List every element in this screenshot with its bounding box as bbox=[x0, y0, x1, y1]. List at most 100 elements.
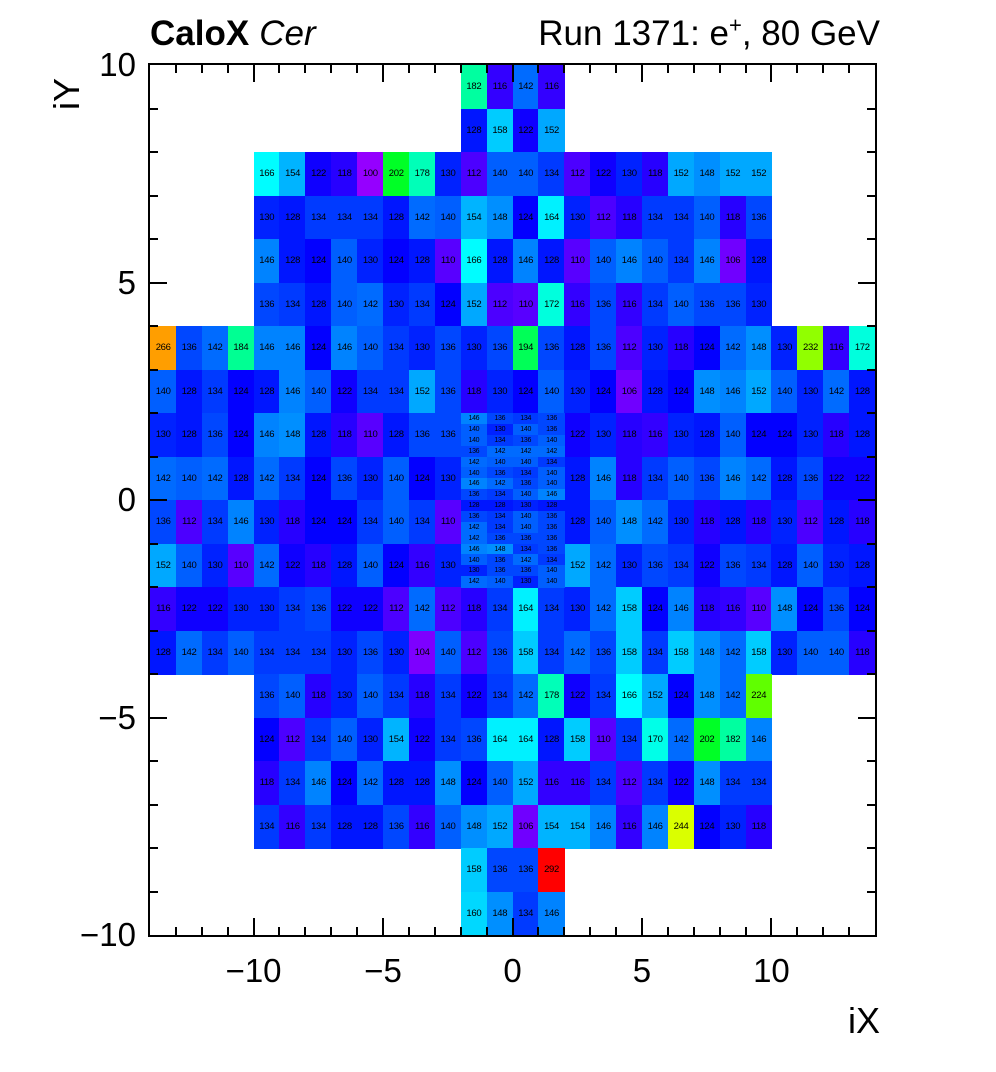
heatmap-cell: 128 bbox=[538, 239, 565, 283]
heatmap-cell: 136 bbox=[460, 489, 488, 501]
heatmap-cell: 116 bbox=[641, 413, 669, 457]
heatmap-cell: 152 bbox=[667, 152, 695, 196]
cell-value: 134 bbox=[647, 298, 663, 310]
cell-value: 134 bbox=[494, 491, 506, 499]
heatmap-cell: 136 bbox=[434, 369, 462, 414]
heatmap-cell: 128 bbox=[745, 239, 772, 283]
heatmap-cell: 130 bbox=[253, 587, 280, 631]
cell-value: 146 bbox=[468, 545, 480, 553]
cell-value: 164 bbox=[518, 603, 534, 615]
tick-mark bbox=[848, 65, 851, 73]
heatmap-cell: 134 bbox=[512, 467, 539, 479]
tick-mark bbox=[407, 65, 410, 73]
cell-value: 130 bbox=[362, 472, 378, 484]
cell-value: 134 bbox=[388, 690, 404, 702]
cell-value: 158 bbox=[569, 733, 585, 745]
heatmap-cell: 142 bbox=[667, 717, 695, 762]
cell-value: 140 bbox=[546, 578, 557, 586]
cell-value: 124 bbox=[259, 733, 275, 745]
cell-value: 128 bbox=[725, 516, 741, 528]
cell-value: 140 bbox=[233, 646, 249, 658]
heatmap-cell: 244 bbox=[667, 804, 695, 849]
heatmap-cell: 130 bbox=[434, 543, 462, 588]
cell-value: 152 bbox=[751, 168, 767, 180]
tick-mark bbox=[382, 918, 385, 935]
cell-value: 110 bbox=[233, 559, 249, 571]
tick-mark bbox=[796, 65, 799, 73]
heatmap-cell: 136 bbox=[797, 456, 824, 501]
cell-value: 142 bbox=[468, 578, 480, 586]
heatmap-cell: 134 bbox=[641, 761, 669, 805]
cell-value: 154 bbox=[388, 733, 404, 745]
cell-value: 130 bbox=[233, 603, 249, 615]
cell-value: 112 bbox=[181, 516, 197, 528]
cell-value: 140 bbox=[520, 426, 532, 434]
cell-value: 140 bbox=[468, 469, 480, 477]
heatmap-cell: 140 bbox=[434, 804, 462, 849]
tick-mark bbox=[589, 65, 592, 73]
cell-value: 134 bbox=[520, 469, 532, 477]
cell-value: 134 bbox=[673, 211, 689, 223]
cell-value: 128 bbox=[336, 559, 352, 571]
heatmap-cell: 130 bbox=[616, 543, 643, 588]
heatmap-cell: 140 bbox=[719, 413, 746, 457]
heatmap-cell: 124 bbox=[227, 413, 255, 457]
cell-value: 124 bbox=[388, 559, 404, 571]
heatmap-cell: 146 bbox=[590, 456, 617, 501]
cell-value: 128 bbox=[699, 429, 715, 441]
tick-mark bbox=[867, 760, 875, 762]
cell-value: 142 bbox=[569, 646, 585, 658]
cell-value: 142 bbox=[518, 81, 534, 93]
cell-value: 140 bbox=[388, 516, 404, 528]
heatmap-cell: 134 bbox=[486, 521, 513, 534]
heatmap-cell: 118 bbox=[253, 761, 280, 805]
tick-mark bbox=[459, 65, 462, 73]
cell-value: 116 bbox=[492, 81, 508, 93]
cell-value: 124 bbox=[311, 472, 327, 484]
tick-mark bbox=[150, 107, 158, 110]
heatmap-cell: 130 bbox=[745, 282, 772, 327]
cell-value: 158 bbox=[673, 646, 689, 658]
heatmap-cell: 140 bbox=[512, 152, 539, 196]
cell-value: 104 bbox=[414, 646, 430, 658]
cell-value: 140 bbox=[699, 211, 715, 223]
tick-mark bbox=[867, 238, 875, 240]
cell-value: 164 bbox=[518, 733, 534, 745]
cell-value: 124 bbox=[673, 385, 689, 397]
heatmap-cell: 140 bbox=[823, 630, 850, 675]
heatmap-cell: 130 bbox=[719, 804, 746, 849]
cell-value: 148 bbox=[751, 342, 767, 354]
heatmap-cell: 136 bbox=[538, 521, 565, 534]
heatmap-cell: 134 bbox=[486, 489, 513, 501]
cell-value: 128 bbox=[777, 559, 793, 571]
heatmap-cell: 136 bbox=[512, 532, 539, 544]
cell-value: 124 bbox=[777, 429, 793, 441]
heatmap-cell: 142 bbox=[201, 456, 229, 501]
heatmap-cell: 140 bbox=[538, 565, 565, 577]
cell-value: 136 bbox=[595, 646, 611, 658]
heatmap-cell: 140 bbox=[667, 456, 695, 501]
heatmap-cell: 152 bbox=[719, 152, 746, 196]
heatmap-cell: 152 bbox=[460, 282, 488, 327]
cell-value: 124 bbox=[673, 690, 689, 702]
cell-value: 136 bbox=[440, 385, 456, 397]
cell-value: 122 bbox=[414, 733, 430, 745]
heatmap-cell: 140 bbox=[486, 456, 513, 468]
cell-value: 140 bbox=[468, 436, 480, 444]
tick-mark bbox=[692, 927, 695, 935]
cell-value: 130 bbox=[362, 255, 378, 267]
cell-value: 172 bbox=[854, 342, 870, 354]
cell-value: 128 bbox=[546, 502, 557, 510]
cell-value: 154 bbox=[285, 168, 301, 180]
heatmap-cell: 134 bbox=[538, 587, 565, 631]
pad-title-left: CaloX Cer bbox=[150, 14, 316, 54]
tick-mark bbox=[822, 927, 825, 935]
tick-mark bbox=[589, 927, 592, 935]
tick-mark bbox=[150, 629, 158, 632]
cell-value: 136 bbox=[494, 415, 506, 423]
heatmap-cell: 182 bbox=[460, 65, 488, 109]
cell-value: 152 bbox=[751, 385, 767, 397]
heatmap-cell: 124 bbox=[797, 587, 824, 631]
heatmap-cell: 140 bbox=[460, 554, 488, 566]
cell-value: 118 bbox=[259, 777, 275, 789]
